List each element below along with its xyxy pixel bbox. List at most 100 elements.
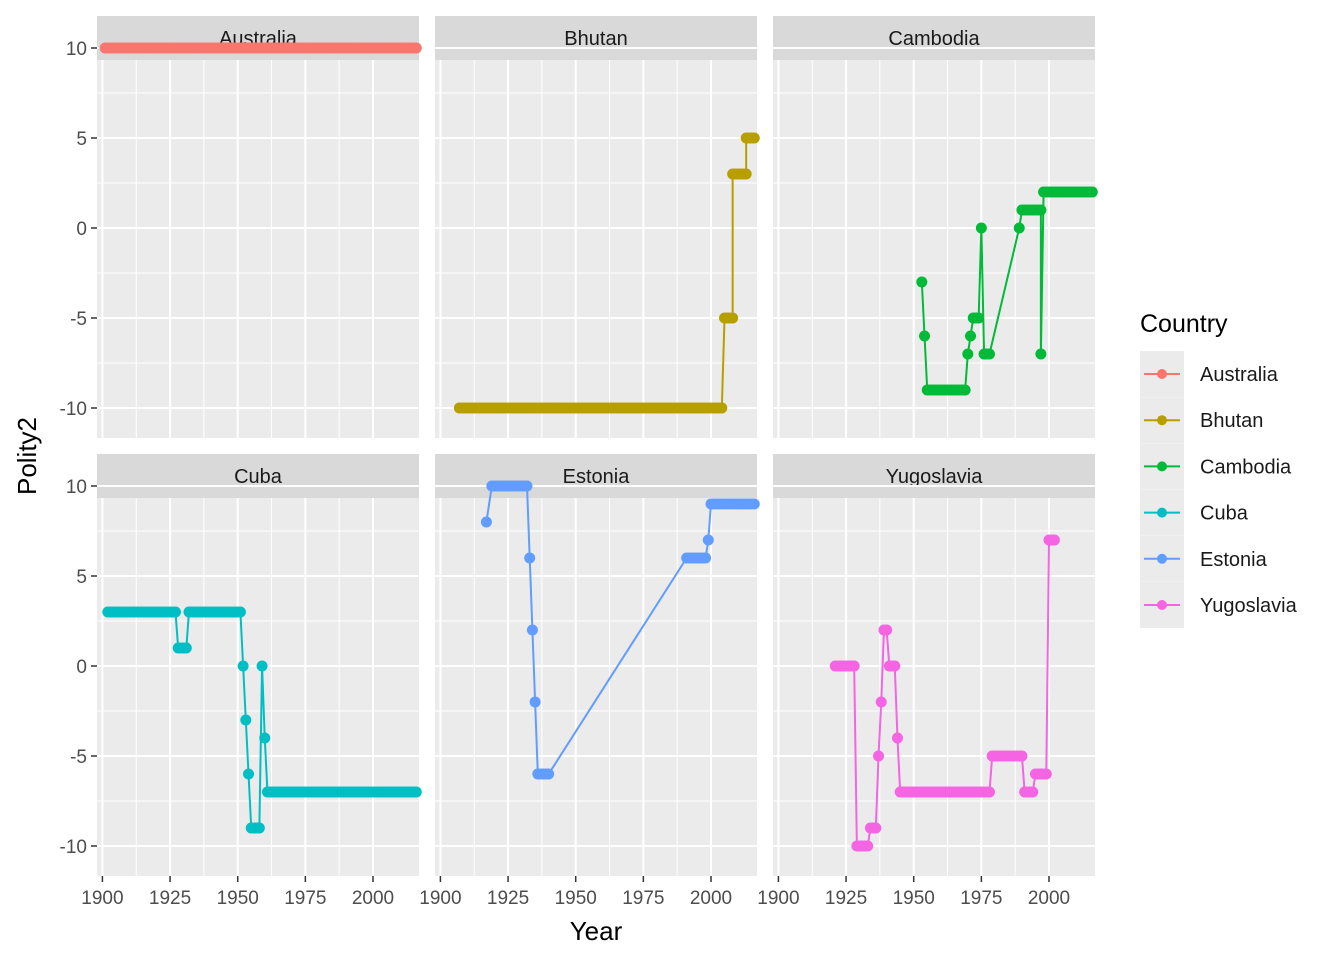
data-point <box>700 552 712 564</box>
data-point <box>1035 348 1047 360</box>
data-point <box>180 642 192 654</box>
data-point <box>1048 534 1060 546</box>
y-tick-label: 10 <box>66 477 87 498</box>
strip-background <box>773 16 1095 60</box>
data-point <box>973 312 985 324</box>
x-tick-label: 1950 <box>555 888 597 909</box>
panel-background <box>97 60 419 438</box>
y-tick-label: 10 <box>66 39 87 60</box>
y-tick-label: 5 <box>76 567 87 588</box>
data-point <box>1040 768 1052 780</box>
data-point <box>748 498 760 510</box>
y-tick-label: 0 <box>76 657 87 678</box>
data-point <box>1013 222 1025 234</box>
x-tick-label: 1975 <box>284 888 326 909</box>
y-tick-label: -5 <box>70 309 87 330</box>
legend: Country Australia Bhutan Cambodia Cuba Estoni… <box>1140 310 1298 628</box>
x-tick-label: 1950 <box>217 888 259 909</box>
data-point <box>259 732 271 744</box>
legend-label-estonia: Estonia <box>1200 549 1268 571</box>
strip-label-bhutan: Bhutan <box>564 28 627 50</box>
x-tick-label: 1925 <box>825 888 867 909</box>
x-tick-label: 1975 <box>622 888 664 909</box>
data-point <box>526 624 538 636</box>
strip-label-yugoslavia: Yugoslavia <box>886 466 984 488</box>
data-point <box>410 42 422 54</box>
data-point <box>543 768 555 780</box>
data-point <box>727 312 739 324</box>
data-point <box>870 822 882 834</box>
data-point <box>410 786 422 798</box>
data-point <box>881 624 893 636</box>
legend-label-bhutan: Bhutan <box>1200 410 1263 432</box>
x-tick-label: 1925 <box>487 888 529 909</box>
data-point <box>234 606 246 618</box>
data-point <box>237 660 249 672</box>
panel-background <box>97 498 419 876</box>
data-point <box>748 132 760 144</box>
data-point <box>1027 786 1039 798</box>
panel-background <box>773 498 1095 876</box>
series-line-bhutan <box>459 137 755 409</box>
data-point <box>848 660 860 672</box>
strip-background <box>435 16 757 60</box>
legend-key-point <box>1157 600 1167 610</box>
y-tick-label: 5 <box>76 129 87 150</box>
legend-entry-cuba: Cuba <box>1140 489 1249 536</box>
panel-background <box>435 60 757 438</box>
data-point <box>862 840 874 852</box>
legend-label-australia: Australia <box>1200 364 1279 386</box>
x-axis-title: Year <box>570 916 623 946</box>
strip-background <box>773 454 1095 498</box>
data-point <box>1086 186 1098 198</box>
legend-title: Country <box>1140 310 1228 338</box>
data-point <box>740 168 752 180</box>
legend-entry-cambodia: Cambodia <box>1140 443 1292 490</box>
data-point <box>875 696 887 708</box>
data-point <box>256 660 268 672</box>
panel-background <box>773 60 1095 438</box>
x-tick-label: 1900 <box>757 888 799 909</box>
data-point <box>889 660 901 672</box>
panel-estonia: Estonia 1900 1925 1950 1975 2000 <box>419 454 760 909</box>
data-point <box>983 786 995 798</box>
legend-label-yugoslavia: Yugoslavia <box>1200 595 1298 617</box>
data-point <box>529 696 541 708</box>
x-tick-label: 1900 <box>81 888 123 909</box>
legend-key-point <box>1157 369 1167 379</box>
strip-background <box>435 454 757 498</box>
data-point <box>524 552 536 564</box>
x-tick-label: 1975 <box>960 888 1002 909</box>
data-point <box>243 768 255 780</box>
data-point <box>240 714 252 726</box>
data-point <box>253 822 265 834</box>
x-tick-label: 2000 <box>352 888 394 909</box>
data-point <box>916 276 928 288</box>
legend-key-point <box>1157 507 1167 518</box>
data-point <box>891 732 903 744</box>
legend-entry-yugoslavia: Yugoslavia <box>1140 582 1298 628</box>
data-point <box>702 534 714 546</box>
legend-label-cambodia: Cambodia <box>1200 456 1292 478</box>
data-point <box>1016 750 1028 762</box>
legend-label-cuba: Cuba <box>1200 503 1249 525</box>
legend-entry-estonia: Estonia <box>1140 535 1268 582</box>
x-tick-label: 2000 <box>1028 888 1070 909</box>
legend-key-point <box>1157 461 1167 472</box>
data-point <box>962 348 974 360</box>
strip-label-cambodia: Cambodia <box>888 28 980 50</box>
data-point <box>983 348 995 360</box>
data-point <box>919 330 931 342</box>
legend-entry-bhutan: Bhutan <box>1140 397 1263 444</box>
strip-label-cuba: Cuba <box>234 466 283 488</box>
data-point <box>716 402 728 414</box>
data-point <box>169 606 181 618</box>
legend-entry-australia: Australia <box>1140 351 1279 397</box>
data-point <box>521 480 533 492</box>
x-tick-label: 1900 <box>419 888 461 909</box>
panel-cuba: Cuba -10 -5 0 5 10 1900 1925 1950 1975 2000 <box>60 454 422 909</box>
data-point <box>975 222 987 234</box>
